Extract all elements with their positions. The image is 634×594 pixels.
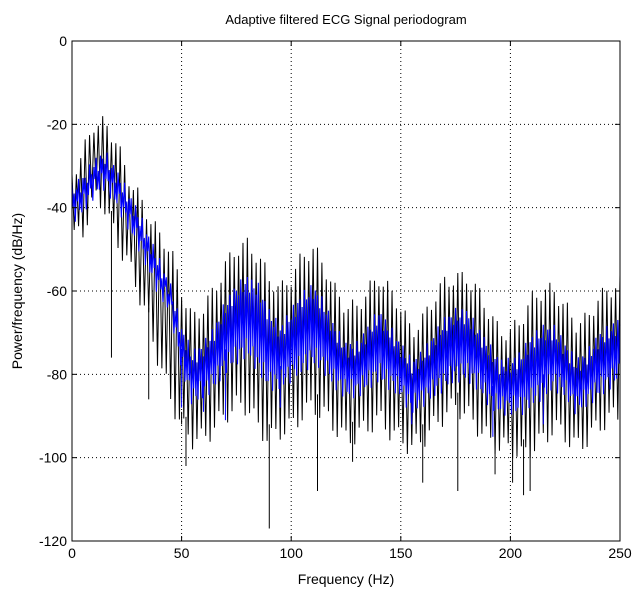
series-line — [71, 152, 621, 416]
x-tick-label: 100 — [280, 545, 304, 561]
tick-layer: 0 50 100 150 200 250 -120 -100 -80 -60 -40 -20 0 — [39, 33, 632, 561]
series-1 — [71, 152, 621, 437]
y-axis-label: Power/frequency (dB/Hz) — [9, 213, 25, 369]
x-tick-label: 0 — [68, 545, 76, 561]
series-layer — [71, 116, 621, 529]
y-tick-label: -60 — [47, 283, 67, 299]
y-tick-label: -120 — [39, 533, 67, 549]
x-tick-label: 250 — [608, 545, 632, 561]
y-tick-label: -80 — [47, 366, 67, 382]
y-tick-label: -40 — [47, 200, 67, 216]
x-tick-label: 150 — [389, 545, 413, 561]
y-tick-label: -100 — [39, 450, 67, 466]
x-axis-label: Frequency (Hz) — [298, 571, 394, 587]
chart-title: Adaptive filtered ECG Signal periodogram — [225, 12, 466, 27]
y-tick-label: 0 — [59, 33, 67, 49]
x-tick-label: 50 — [174, 545, 190, 561]
y-tick-label: -20 — [47, 116, 67, 132]
x-tick-label: 200 — [499, 545, 523, 561]
